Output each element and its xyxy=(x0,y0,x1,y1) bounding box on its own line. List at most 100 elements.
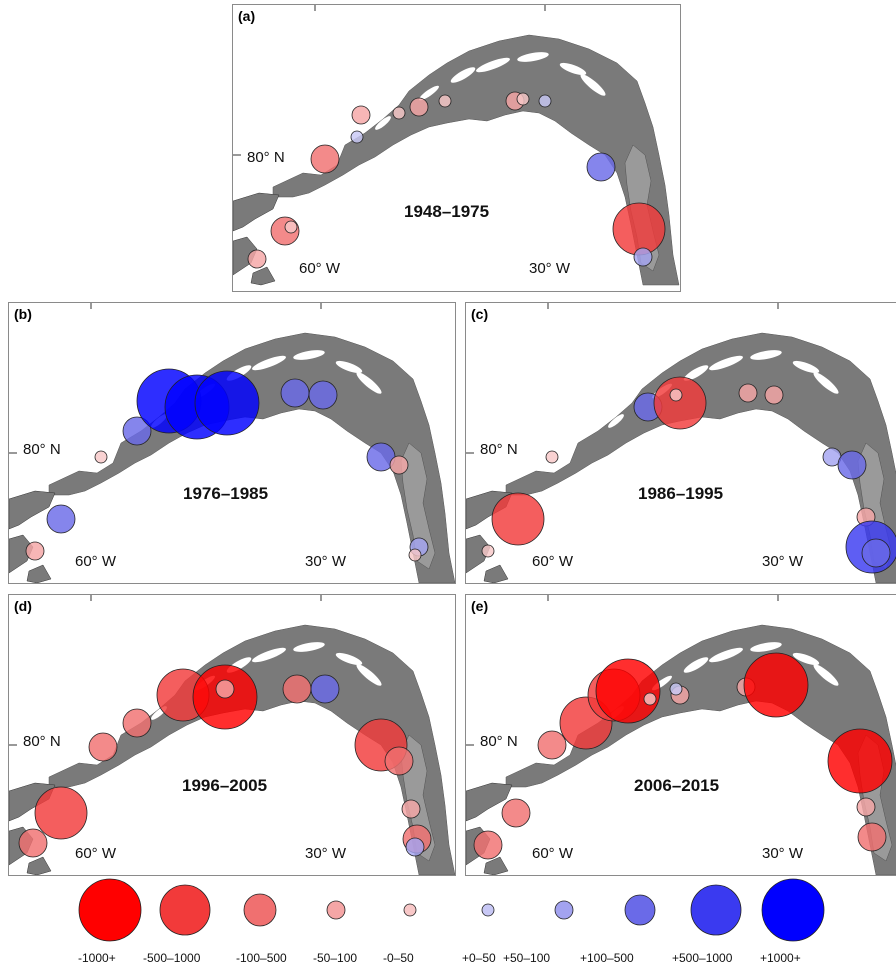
fjord xyxy=(293,642,325,652)
glacier-change-marker xyxy=(743,652,809,718)
fjord xyxy=(792,652,820,666)
map-b xyxy=(9,303,455,583)
fjord xyxy=(375,116,391,130)
glacier-change-marker xyxy=(392,106,406,120)
fjord xyxy=(813,372,839,394)
longitude-label-30w: 30° W xyxy=(305,553,347,570)
legend-symbol xyxy=(403,903,417,917)
glacier-change-marker xyxy=(764,385,784,405)
latitude-label: 80° N xyxy=(480,441,518,458)
glacier-change-marker xyxy=(194,370,260,436)
legend-symbol xyxy=(78,878,142,942)
legend-label: +0–50 xyxy=(462,951,496,965)
fjord xyxy=(683,657,709,673)
panel-label: (b) xyxy=(14,306,32,322)
longitude-label-30w: 30° W xyxy=(305,845,347,862)
legend-label: -1000+ xyxy=(78,951,116,965)
fjord xyxy=(813,664,839,686)
glacier-change-marker xyxy=(473,830,503,860)
glacier-change-marker xyxy=(122,416,152,446)
period-label: 2006–2015 xyxy=(634,776,720,795)
glacier-change-marker xyxy=(491,492,545,546)
glacier-change-marker xyxy=(308,380,338,410)
glacier-change-marker xyxy=(310,144,340,174)
glacier-change-marker xyxy=(401,799,421,819)
glacier-change-marker xyxy=(516,92,530,106)
period-label: 1976–1985 xyxy=(183,484,269,503)
legend-symbol xyxy=(159,884,211,936)
glacier-change-marker xyxy=(643,692,657,706)
legend-symbol xyxy=(481,903,495,917)
glacier-change-marker xyxy=(25,541,45,561)
map-panel-e: (e) 80° N 60° W 30° W 2006–2015 xyxy=(465,594,896,876)
glacier-change-marker xyxy=(280,378,310,408)
glacier-change-marker xyxy=(633,247,653,267)
fjord xyxy=(709,355,743,371)
longitude-label-30w: 30° W xyxy=(762,845,804,862)
legend-symbol xyxy=(243,893,277,927)
glacier-change-marker xyxy=(384,746,414,776)
fjord xyxy=(580,74,606,96)
longitude-label-30w: 30° W xyxy=(529,260,571,277)
glacier-change-marker xyxy=(595,658,661,724)
fjord xyxy=(419,85,439,101)
legend-label: -50–100 xyxy=(313,951,358,965)
legend-label: +500–1000 xyxy=(672,951,733,965)
legend-label: +100–500 xyxy=(580,951,634,965)
glacier-change-marker xyxy=(122,708,152,738)
glacier-change-marker xyxy=(94,450,108,464)
landmass-east xyxy=(400,442,436,570)
map-panel-c: (c) 80° N 60° W 30° W 1986–1995 xyxy=(465,302,896,584)
glacier-change-marker xyxy=(405,837,425,857)
legend-symbol xyxy=(761,878,825,942)
glacier-change-marker xyxy=(282,674,312,704)
latitude-label: 80° N xyxy=(480,733,518,750)
period-label: 1986–1995 xyxy=(638,484,724,503)
glacier-change-marker xyxy=(247,249,267,269)
legend-label: -500–1000 xyxy=(143,951,201,965)
map-e xyxy=(466,595,896,875)
legend-symbol xyxy=(624,894,656,926)
fjord xyxy=(608,414,624,428)
legend-symbol xyxy=(690,884,742,936)
fjord xyxy=(750,642,782,652)
panel-label: (e) xyxy=(471,598,489,614)
landmass-west xyxy=(9,490,56,583)
fjord xyxy=(252,647,286,663)
fjord xyxy=(792,360,820,374)
landmass xyxy=(505,332,896,583)
fjord xyxy=(335,360,363,374)
glacier-change-marker xyxy=(215,679,235,699)
glacier-change-marker xyxy=(409,97,429,117)
glacier-change-marker xyxy=(350,130,364,144)
legend-label: +50–100 xyxy=(503,951,551,965)
map-d xyxy=(9,595,455,875)
legend-label: -100–500 xyxy=(236,951,287,965)
fjord xyxy=(356,664,382,686)
glacier-change-marker xyxy=(612,202,666,256)
longitude-label-60w: 60° W xyxy=(532,845,574,862)
glacier-change-marker xyxy=(837,450,867,480)
longitude-label-60w: 60° W xyxy=(299,260,341,277)
fjord xyxy=(252,355,286,371)
glacier-change-marker xyxy=(310,674,340,704)
glacier-change-marker xyxy=(669,682,683,696)
glacier-change-marker xyxy=(827,728,893,794)
longitude-label-30w: 30° W xyxy=(762,553,804,570)
landmass xyxy=(272,34,680,286)
glacier-change-marker xyxy=(537,730,567,760)
panel-label: (a) xyxy=(238,8,256,24)
glacier-change-marker xyxy=(34,786,88,840)
fjord xyxy=(476,57,510,73)
fjord xyxy=(750,350,782,360)
longitude-label-60w: 60° W xyxy=(75,553,117,570)
glacier-change-marker xyxy=(856,797,876,817)
fjord xyxy=(683,365,709,381)
map-panel-a: (a) 80° N 60° W 30° W 1948–1975 xyxy=(232,4,681,292)
legend-symbol xyxy=(326,900,346,920)
glacier-change-marker xyxy=(586,152,616,182)
legend-symbol xyxy=(554,900,574,920)
landmass-west xyxy=(233,192,280,286)
latitude-label: 80° N xyxy=(23,441,61,458)
fjord xyxy=(293,350,325,360)
